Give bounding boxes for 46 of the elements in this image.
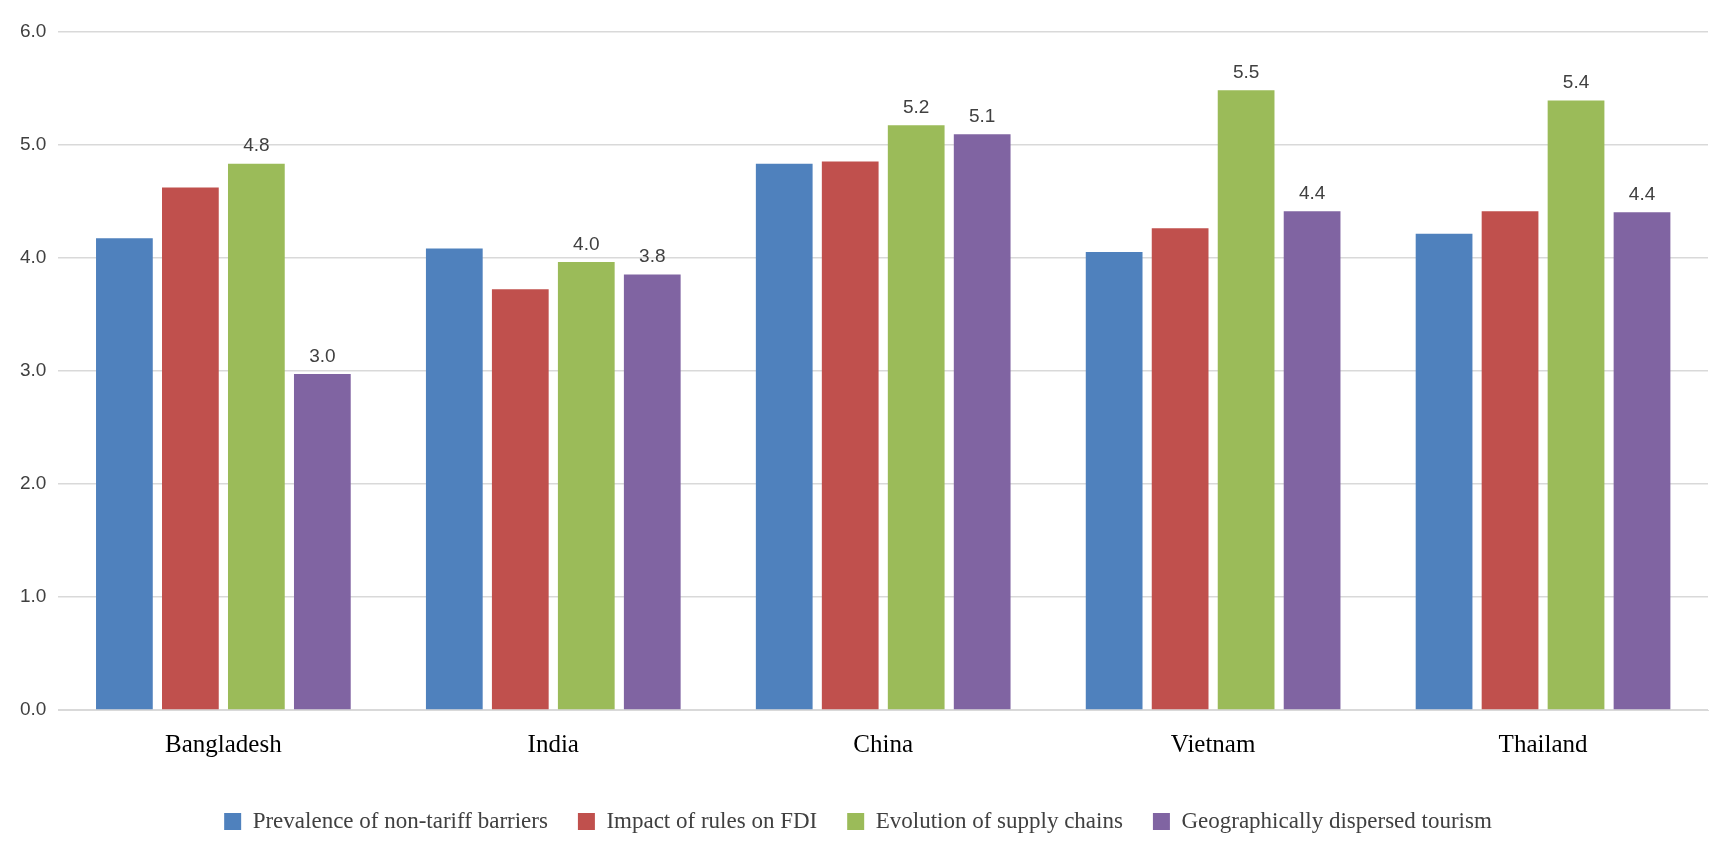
bar	[1547, 100, 1605, 710]
bar	[491, 289, 549, 710]
x-tick-label: China	[853, 729, 914, 757]
x-tick-label: Vietnam	[1170, 729, 1256, 757]
x-tick-label: Bangladesh	[165, 729, 283, 757]
bar	[557, 262, 615, 710]
bar	[623, 274, 681, 710]
y-tick-label: 6.0	[19, 19, 47, 41]
bar	[96, 238, 153, 710]
bar	[755, 163, 813, 710]
y-tick-label: 3.0	[19, 358, 47, 380]
data-label: 5.4	[1562, 71, 1590, 93]
data-label: 4.4	[1298, 181, 1326, 203]
x-tick-label: India	[527, 729, 579, 757]
data-label: 4.8	[243, 134, 270, 156]
data-label: 5.5	[1232, 60, 1260, 82]
bar	[821, 161, 879, 710]
bar	[1151, 228, 1209, 710]
data-label: 4.0	[573, 232, 600, 254]
bar	[227, 163, 285, 710]
data-label: 4.4	[1628, 183, 1656, 205]
y-tick-label: 5.0	[19, 132, 47, 154]
bar	[1481, 211, 1539, 710]
legend-label: Evolution of supply chains	[875, 807, 1123, 833]
bar	[162, 187, 219, 710]
bar	[1415, 233, 1473, 710]
y-tick-label: 2.0	[19, 472, 47, 494]
bar	[887, 125, 945, 710]
data-label: 5.2	[902, 96, 930, 118]
y-tick-label: 4.0	[19, 245, 47, 267]
x-tick-label: Thailand	[1498, 729, 1588, 757]
bar	[1085, 251, 1143, 710]
bar	[953, 134, 1011, 710]
bar	[293, 374, 351, 710]
data-label: 5.1	[968, 105, 996, 127]
y-tick-label: 1.0	[19, 585, 47, 607]
bar	[1217, 90, 1275, 710]
y-tick-label: 0.0	[19, 698, 47, 720]
data-label: 3.0	[309, 344, 336, 366]
bar	[425, 248, 483, 710]
data-label: 3.8	[639, 245, 666, 267]
bar	[1283, 211, 1341, 710]
legend-label: Geographically dispersed tourism	[1181, 807, 1492, 833]
legend-label: Prevalence of non-tariff barriers	[252, 807, 548, 833]
legend-label: Impact of rules on FDI	[606, 807, 818, 833]
bar	[1613, 212, 1671, 710]
